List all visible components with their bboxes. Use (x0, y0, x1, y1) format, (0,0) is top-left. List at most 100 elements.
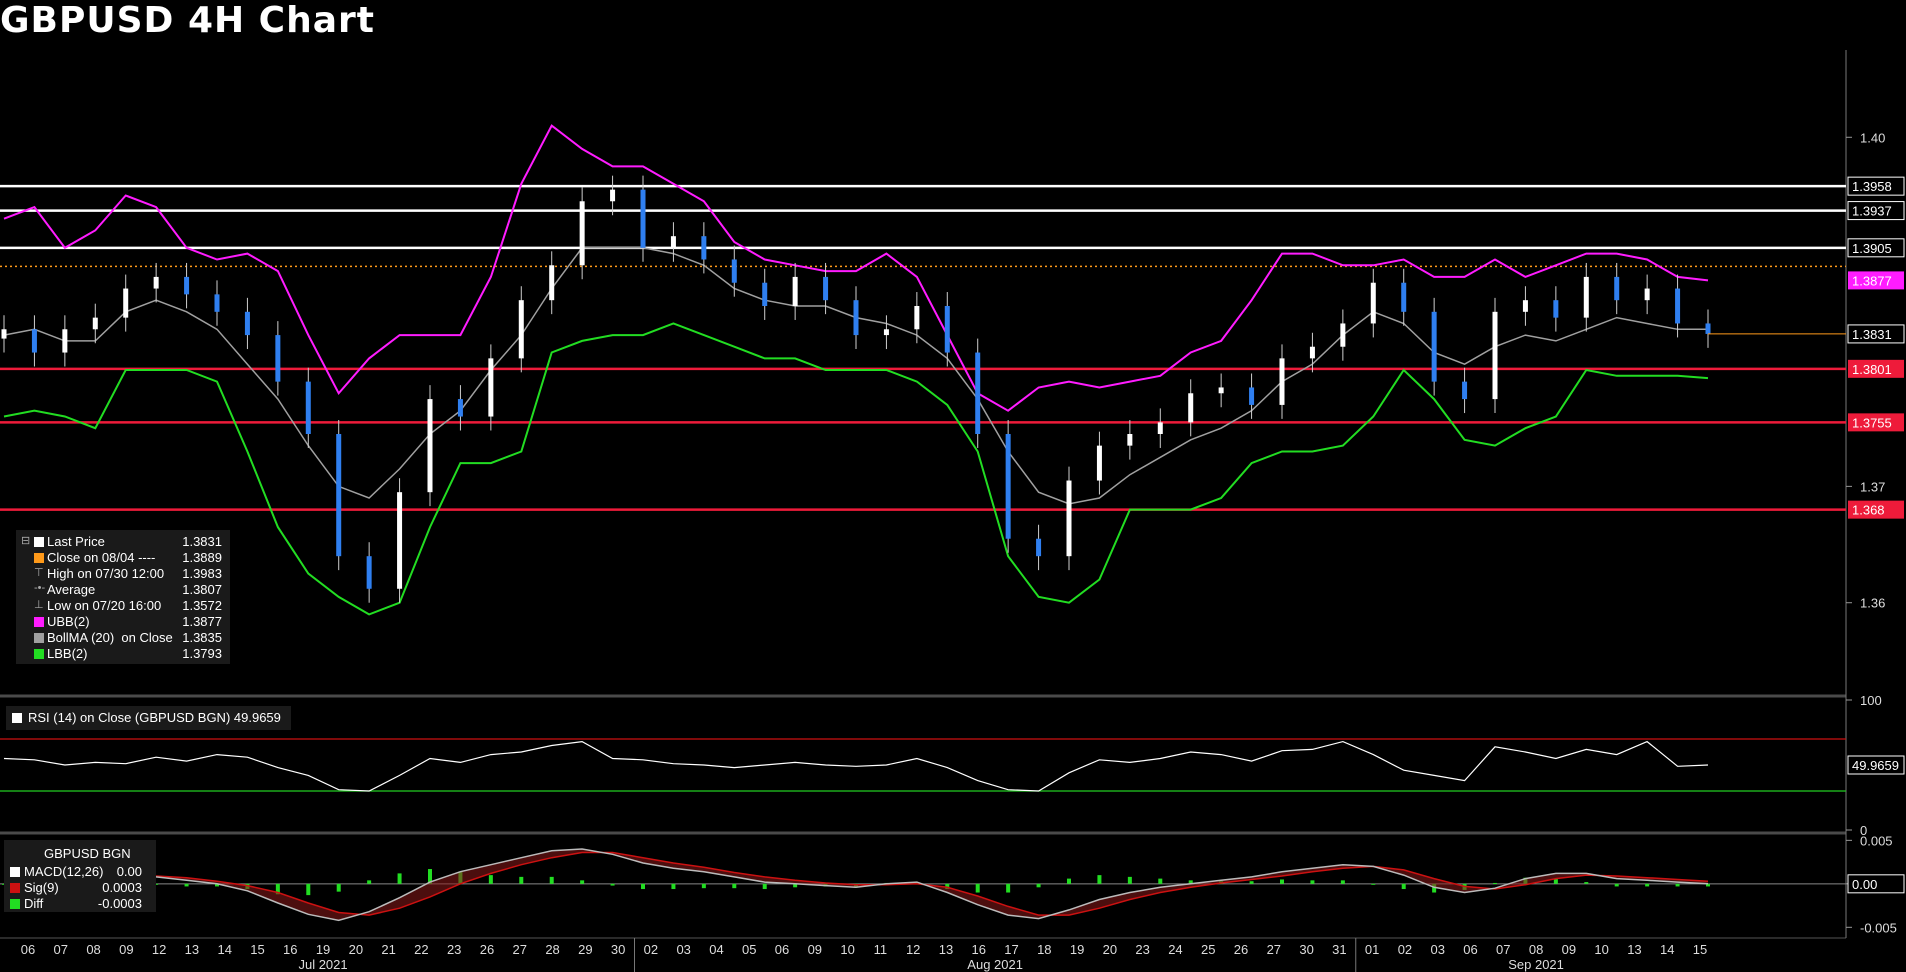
x-month-label: Sep 2021 (1508, 957, 1564, 972)
macd-diff-bar (580, 880, 585, 884)
candle-body (518, 300, 524, 359)
legend-marker: ⊥ (34, 599, 44, 611)
legend-row: ⊟ Last Price 1.3831 (16, 534, 230, 550)
macd-legend-swatch (10, 883, 20, 893)
legend-swatch (34, 537, 44, 547)
resistance-label-bg (1847, 176, 1905, 196)
x-tick-label: 09 (808, 942, 822, 957)
x-tick-label: 13 (185, 942, 199, 957)
candle-body (640, 189, 646, 248)
macd-line (3, 848, 1709, 922)
x-tick-label: 26 (480, 942, 494, 957)
support-label-bg (1848, 500, 1904, 519)
candle-body (1401, 282, 1407, 312)
candle-body (366, 556, 372, 589)
x-tick-label: 19 (1070, 942, 1084, 957)
candle-body (336, 434, 342, 557)
x-tick-label: 06 (775, 942, 789, 957)
candle-body (1431, 311, 1437, 382)
legend-value: 1.3983 (182, 566, 222, 581)
price-y-tick-label: 1.37 (1860, 479, 1885, 494)
legend-row: ⊥ Low on 07/20 16:00 1.3572 (16, 598, 230, 614)
candle-body (1066, 480, 1072, 557)
candle-body (823, 276, 829, 301)
support-label: 1.368 (1852, 503, 1885, 518)
x-tick-label: 02 (1398, 942, 1412, 957)
candle-body (944, 306, 950, 353)
legend-label: Average (47, 582, 96, 597)
macd-diff-bar (154, 883, 159, 885)
candle-body (701, 236, 707, 260)
x-tick-label: 26 (1234, 942, 1248, 957)
legend-value: 1.3831 (182, 534, 222, 549)
macd-diff-bar (1675, 883, 1680, 887)
candle-body (1218, 387, 1224, 394)
macd-diff-bar (945, 883, 950, 890)
x-tick-label: 08 (86, 942, 100, 957)
upper-bollinger-band (3, 124, 1709, 412)
legend-value: 1.3572 (182, 598, 222, 613)
legend-label: LBB(2) (47, 646, 88, 661)
candle-body (31, 329, 37, 353)
macd-diff-bar (793, 883, 798, 888)
macd-diff-bar (184, 883, 189, 887)
x-tick-label: 16 (972, 942, 986, 957)
candle-body (670, 236, 676, 248)
resistance-label: 1.3958 (1852, 179, 1892, 194)
legend-value: 1.3807 (182, 582, 222, 597)
candle-body (275, 335, 281, 382)
rsi-last-label: 49.9659 (1852, 758, 1899, 773)
legend-label: UBB(2) (47, 614, 90, 629)
candle-body (1188, 393, 1194, 423)
x-tick-label: 03 (1430, 942, 1444, 957)
macd-diff-bar (1097, 875, 1102, 884)
x-month-label: Aug 2021 (967, 957, 1023, 972)
x-tick-label: 31 (1332, 942, 1346, 957)
x-tick-label: 18 (1037, 942, 1051, 957)
macd-y-tick-label: -0.005 (1860, 920, 1897, 935)
x-tick-label: 27 (513, 942, 527, 957)
legend-label: Last Price (47, 534, 105, 549)
macd-diff-bar (215, 883, 219, 887)
macd-diff-bar (1645, 883, 1650, 887)
x-tick-label: 13 (1627, 942, 1641, 957)
price-panel: 1.36 1.37 1.40 (0, 124, 1885, 616)
candle-body (1644, 288, 1650, 301)
legend-marker: -•- (34, 582, 46, 594)
macd-last-label: 0.00 (1852, 877, 1877, 892)
candle-body (184, 276, 190, 295)
x-tick-label: 15 (250, 942, 264, 957)
legend-swatch (34, 649, 44, 659)
candle-body (762, 282, 768, 306)
support-label: 1.3801 (1852, 362, 1892, 377)
macd-diff-bar (1310, 880, 1315, 884)
price-y-tick-label: 1.40 (1860, 130, 1885, 145)
support-label-bg (1848, 413, 1904, 432)
candle-body (427, 399, 433, 493)
macd-diff-bar (610, 883, 615, 886)
x-tick-label: 30 (1299, 942, 1313, 957)
rsi-legend-label: RSI (14) on Close (GBPUSD BGN) 49.9659 (28, 710, 281, 725)
macd-diff-bar (1006, 883, 1011, 893)
macd-diff-bar (1432, 883, 1437, 893)
legend-value: 1.3793 (182, 646, 222, 661)
legend-swatch (34, 553, 44, 563)
macd-diff-bar (1401, 883, 1406, 890)
x-tick-label: 03 (676, 942, 690, 957)
candle-body (488, 358, 494, 417)
macd-diff-bar (732, 883, 737, 889)
x-tick-label: 10 (840, 942, 854, 957)
x-tick-label: 29 (578, 942, 592, 957)
chart-title: GBPUSD 4H Chart (0, 0, 375, 41)
macd-legend-row: MACD(12,26) 0.00 (4, 864, 156, 880)
x-tick-label: 09 (119, 942, 133, 957)
macd-legend-value: 0.00 (116, 864, 142, 879)
macd-legend-label: Sig(9) (24, 880, 59, 895)
legend-value: 1.3877 (182, 614, 222, 629)
candle-body (1553, 300, 1559, 318)
x-month-label: Jul 2021 (298, 957, 347, 972)
macd-diff-bar (549, 876, 554, 884)
macd-diff-bar (367, 880, 372, 884)
right-axis-labels: 1.3958 1.3937 1.3905 1.3801 1.3755 1.368 1.387… (1847, 176, 1905, 894)
